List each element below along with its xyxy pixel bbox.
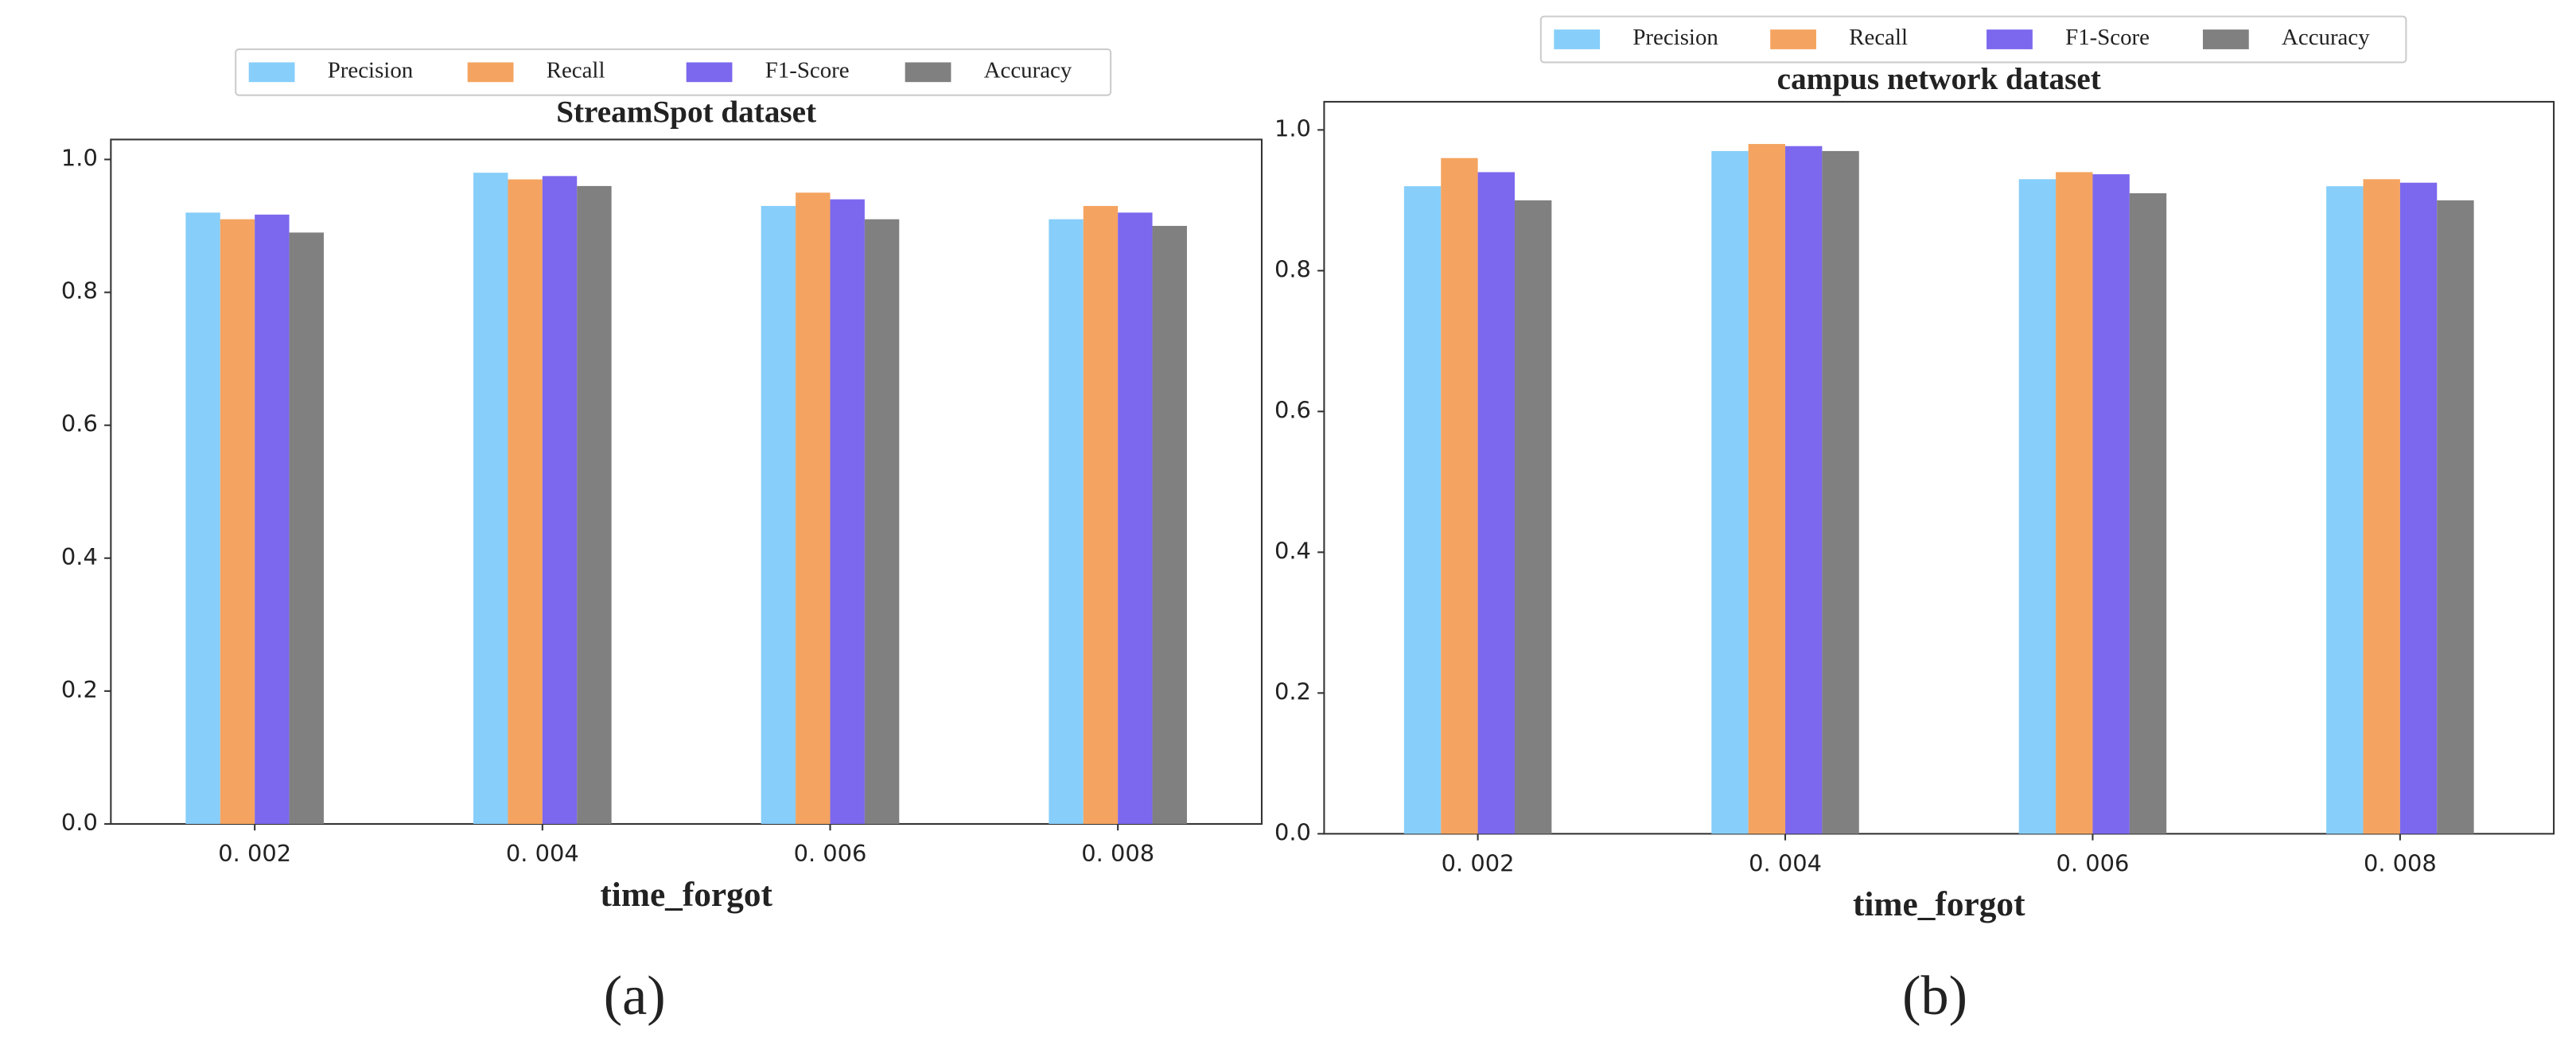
bar <box>1785 146 1823 834</box>
bar <box>1514 200 1552 834</box>
bar <box>1748 144 1786 834</box>
bar <box>220 219 255 824</box>
y-tick-label: 1.0 <box>61 144 98 171</box>
bar <box>796 192 831 824</box>
legend-swatch <box>1770 29 1816 49</box>
y-tick-label: 0.4 <box>61 543 98 570</box>
y-tick-label: 0.6 <box>1274 396 1311 423</box>
legend-label: F1-Score <box>2065 25 2150 50</box>
legend-box <box>235 48 1112 96</box>
bar <box>2092 174 2130 834</box>
bar <box>2056 172 2093 834</box>
bar <box>1711 150 1749 834</box>
bar <box>473 173 508 824</box>
bar <box>2437 200 2474 834</box>
chart-title: campus network dataset <box>1777 62 2101 96</box>
panel-label: (b) <box>1902 965 1967 1027</box>
y-tick-label: 0.0 <box>61 809 98 836</box>
chart-title: StreamSpot dataset <box>556 95 816 129</box>
bar <box>1083 205 1119 824</box>
panel-label: (a) <box>604 965 666 1027</box>
y-tick-label: 0.8 <box>61 278 98 305</box>
legend-swatch <box>467 62 514 83</box>
y-tick-label: 0.8 <box>1274 255 1311 282</box>
bar <box>577 185 612 824</box>
y-tick-label: 0.2 <box>61 676 98 703</box>
legend-label: Recall <box>547 57 605 83</box>
y-tick-label: 1.0 <box>1274 115 1311 142</box>
x-tick-label: 0. 006 <box>2057 850 2130 877</box>
y-tick-label: 0.2 <box>1274 678 1311 705</box>
legend-swatch <box>2202 29 2249 49</box>
legend-swatch <box>1986 29 2033 49</box>
x-axis-title: time_forgot <box>600 876 772 914</box>
x-tick-label: 0. 006 <box>794 840 867 867</box>
bar <box>830 199 865 824</box>
bar <box>1049 219 1084 824</box>
x-tick-label: 0. 002 <box>218 840 291 867</box>
bar <box>1822 150 1859 834</box>
legend-label: Precision <box>328 57 413 83</box>
x-tick-label: 0. 008 <box>2364 850 2437 877</box>
bar <box>2018 179 2057 834</box>
plot-area <box>1323 100 2555 835</box>
bar <box>761 205 796 824</box>
bar <box>1152 226 1187 824</box>
bar <box>255 214 290 824</box>
legend-label: Precision <box>1632 25 1718 50</box>
plot-area <box>110 138 1263 825</box>
x-tick-label: 0. 004 <box>506 840 579 867</box>
bar <box>2326 186 2364 834</box>
bar <box>2363 179 2400 834</box>
bar <box>2399 182 2438 834</box>
legend-box <box>1539 15 2407 64</box>
x-axis-title: time_forgot <box>1853 885 2025 923</box>
bar <box>1403 186 1442 834</box>
legend-swatch <box>248 62 295 83</box>
x-tick-label: 0. 008 <box>1081 840 1154 867</box>
bar <box>508 179 543 824</box>
y-tick-label: 0.6 <box>61 410 98 437</box>
x-tick-label: 0. 002 <box>1442 850 1515 877</box>
legend-swatch <box>1554 29 1601 49</box>
legend-label: Accuracy <box>2282 25 2370 50</box>
legend-label: Recall <box>1849 25 1908 50</box>
bar <box>864 219 900 824</box>
legend-swatch <box>905 62 951 83</box>
bar <box>1477 172 1515 834</box>
y-tick-label: 0.0 <box>1274 818 1311 845</box>
legend-label: F1-Score <box>765 57 850 83</box>
bar <box>289 232 324 824</box>
legend-swatch <box>686 62 733 83</box>
bar <box>2129 192 2167 834</box>
bar <box>1118 212 1153 824</box>
y-tick-label: 0.4 <box>1274 537 1311 564</box>
x-tick-label: 0. 004 <box>1749 850 1822 877</box>
bar <box>542 176 578 824</box>
legend-label: Accuracy <box>984 57 1072 83</box>
bar <box>1441 157 1478 834</box>
bar <box>185 212 220 824</box>
